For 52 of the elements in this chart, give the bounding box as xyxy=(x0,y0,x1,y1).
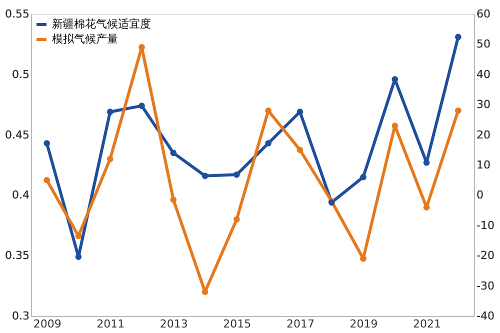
point xyxy=(360,255,366,262)
y-tick-label: 0.35 xyxy=(5,249,30,262)
y-tick-label: 0.5 xyxy=(12,68,30,81)
point xyxy=(170,150,177,156)
y2-tick-label: 10 xyxy=(476,158,490,172)
y2-tick-label: -30 xyxy=(476,279,494,292)
y-tick-label: 0.55 xyxy=(5,8,30,20)
point xyxy=(44,140,50,146)
point xyxy=(170,196,177,203)
x-tick-label: 2019 xyxy=(350,318,378,330)
y2-tick-label: -10 xyxy=(476,218,494,232)
point xyxy=(202,172,208,180)
x-tick-label: 2011 xyxy=(96,318,125,330)
y2-tick-label: 40 xyxy=(476,68,490,81)
point xyxy=(75,232,82,240)
point xyxy=(392,76,398,82)
point xyxy=(423,204,430,210)
point xyxy=(296,108,304,116)
y2-tick-label: 50 xyxy=(476,38,490,51)
y2-tick-label: 0 xyxy=(476,188,484,202)
point xyxy=(234,172,240,178)
legend-label: 新疆棉花气候适宜度 xyxy=(52,18,151,30)
point xyxy=(75,254,82,260)
point xyxy=(44,176,50,184)
x-tick-label: 2009 xyxy=(33,318,62,330)
point xyxy=(423,159,430,166)
point xyxy=(360,174,366,180)
y2-tick-label: 20 xyxy=(476,128,490,142)
x-tick-label: 2017 xyxy=(286,318,314,330)
legend-label: 模拟气候产量 xyxy=(52,32,118,46)
point xyxy=(202,288,208,295)
point xyxy=(138,44,145,50)
point xyxy=(234,216,240,223)
x-tick-label: 2013 xyxy=(160,318,188,330)
point xyxy=(106,108,114,116)
y2-tick-label: -20 xyxy=(476,249,494,262)
point xyxy=(106,156,114,162)
point xyxy=(455,107,462,114)
point xyxy=(392,122,398,129)
point xyxy=(265,107,272,114)
x-tick-label: 2015 xyxy=(223,318,252,330)
y-tick-label: 0.3 xyxy=(12,310,30,322)
point xyxy=(265,140,272,146)
y2-tick-label: 30 xyxy=(476,98,490,112)
y2-tick-label: 60 xyxy=(476,8,490,20)
point xyxy=(138,102,145,109)
x-tick-label: 2021 xyxy=(413,318,442,330)
y-tick-label: 0.4 xyxy=(12,188,30,202)
point xyxy=(296,146,304,154)
y-tick-label: 0.45 xyxy=(5,128,30,142)
point xyxy=(455,34,462,40)
y2-tick-label: -40 xyxy=(476,310,494,322)
